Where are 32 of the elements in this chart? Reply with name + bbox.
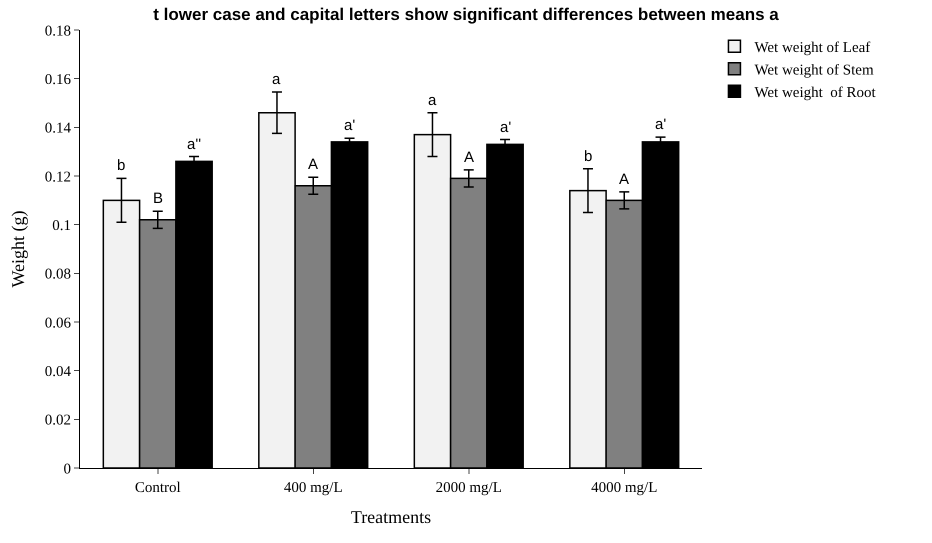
annotation: b <box>584 148 592 165</box>
annotation: a'' <box>187 136 202 153</box>
annotation: a' <box>500 119 512 136</box>
annotation: b <box>117 157 126 174</box>
y-tick-label: 0.08 <box>44 266 71 283</box>
annotation: a <box>428 92 437 109</box>
y-tick-label: 0 <box>64 461 71 478</box>
y-tick-label: 0.18 <box>44 23 71 40</box>
y-tick-label: 0.04 <box>44 364 72 380</box>
x-tick-label: Control <box>134 480 181 496</box>
y-tick-label: 0.06 <box>44 315 72 332</box>
legend-label: Wet weight of Root <box>754 85 877 102</box>
y-tick-label: 0.02 <box>44 412 71 429</box>
annotation: a' <box>344 117 356 134</box>
legend-label: Wet weight of Stem <box>754 62 874 79</box>
annotation: a <box>272 71 281 88</box>
legend-label: Wet weight of Leaf <box>754 40 870 56</box>
y-tick-label: 0.1 <box>52 218 71 234</box>
x-tick-label: 4000 mg/L <box>591 480 658 496</box>
x-tick-label: 2000 mg/L <box>436 480 502 496</box>
y-tick-label: 0.12 <box>44 169 71 186</box>
annotation: a' <box>655 116 666 133</box>
y-tick-label: 0.14 <box>44 120 72 137</box>
chart-title: t lower case and capital letters show significant differences between means a <box>153 5 780 24</box>
y-tick-label: 0.16 <box>44 72 72 88</box>
annotation: B <box>153 190 164 207</box>
annotation: A <box>464 149 474 166</box>
x-tick-label: 400 mg/L <box>284 480 343 496</box>
x-axis-title: Treatments <box>350 507 432 528</box>
annotation: A <box>619 171 630 188</box>
annotation: A <box>308 156 318 173</box>
y-axis-title: Weight (g) <box>8 210 28 288</box>
